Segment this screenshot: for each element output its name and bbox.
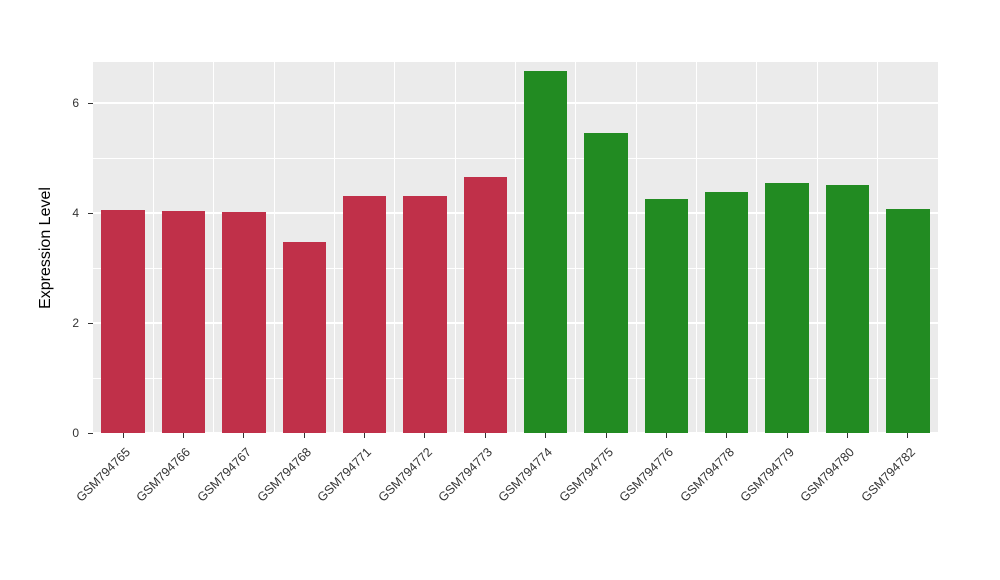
x-tick-mark bbox=[665, 433, 667, 438]
x-tick-label-text: GSM794766 bbox=[133, 445, 194, 505]
gridline-vertical bbox=[273, 62, 275, 433]
gridline-vertical bbox=[635, 62, 637, 433]
bar-GSM794766 bbox=[161, 211, 206, 433]
x-tick-label-text: GSM794773 bbox=[435, 445, 496, 505]
bar-GSM794780 bbox=[825, 184, 870, 433]
y-tick-mark bbox=[88, 212, 93, 214]
x-tick-mark bbox=[545, 433, 547, 438]
x-tick-mark bbox=[364, 433, 366, 438]
x-tick-label-text: GSM794776 bbox=[616, 445, 677, 505]
x-tick-mark bbox=[605, 433, 607, 438]
x-tick-label-text: GSM794775 bbox=[556, 445, 616, 505]
bar-GSM794776 bbox=[644, 199, 689, 433]
bar-GSM794782 bbox=[886, 208, 930, 433]
y-tick-label: 4 bbox=[72, 206, 79, 221]
bar-GSM794773 bbox=[463, 177, 508, 433]
bar-GSM794772 bbox=[403, 195, 447, 433]
gridline-vertical bbox=[575, 62, 577, 433]
gridline-vertical bbox=[454, 62, 456, 433]
y-tick-label: 2 bbox=[72, 316, 79, 331]
gridline-vertical bbox=[394, 62, 396, 433]
bar-GSM794775 bbox=[584, 133, 628, 433]
x-tick-label-text: GSM794782 bbox=[858, 445, 918, 505]
y-tick-mark bbox=[88, 322, 93, 324]
gridline-vertical bbox=[152, 62, 154, 433]
gridline-vertical bbox=[213, 62, 215, 433]
y-tick-mark bbox=[88, 102, 93, 104]
x-axis: GSM794765 GSM794766 GSM794767 GSM794768 GSM7… bbox=[74, 433, 938, 573]
x-tick-label-text: GSM794779 bbox=[737, 445, 797, 505]
x-tick-label-text: GSM794765 bbox=[73, 445, 134, 505]
x-tick-mark bbox=[424, 433, 426, 438]
bar-GSM794768 bbox=[282, 241, 326, 433]
x-tick-mark bbox=[846, 433, 848, 438]
bar-GSM794765 bbox=[101, 210, 145, 433]
x-tick-label-text: GSM794778 bbox=[677, 445, 737, 505]
gridline-vertical bbox=[877, 62, 879, 433]
gridline-vertical bbox=[333, 62, 335, 433]
y-tick-mark bbox=[88, 432, 93, 434]
plot-panel bbox=[93, 62, 938, 433]
x-tick-label-text: GSM794768 bbox=[254, 445, 315, 505]
bar-GSM794778 bbox=[705, 192, 749, 433]
x-tick-mark bbox=[786, 433, 788, 438]
x-tick-mark bbox=[484, 433, 486, 438]
x-tick-label-text: GSM794767 bbox=[194, 445, 254, 505]
bar-GSM794771 bbox=[342, 195, 387, 433]
y-tick-label: 6 bbox=[72, 96, 79, 111]
bar-GSM794779 bbox=[765, 182, 809, 433]
x-tick-mark bbox=[183, 433, 185, 438]
gridline-vertical bbox=[756, 62, 758, 433]
x-tick-mark bbox=[243, 433, 245, 438]
x-tick-label-text: GSM794772 bbox=[375, 445, 435, 505]
x-tick-mark bbox=[907, 433, 909, 438]
gridline-vertical bbox=[696, 62, 698, 433]
x-tick-label-text: GSM794774 bbox=[496, 445, 556, 505]
x-tick-mark bbox=[726, 433, 728, 438]
x-tick-mark bbox=[303, 433, 305, 438]
bar-GSM794774 bbox=[523, 71, 568, 433]
x-tick-label-text: GSM794771 bbox=[314, 445, 375, 505]
gridline-vertical bbox=[816, 62, 818, 433]
x-tick-mark bbox=[122, 433, 124, 438]
y-tick-label: 0 bbox=[72, 426, 79, 440]
x-tick-label-text: GSM794780 bbox=[797, 445, 858, 505]
bar-GSM794767 bbox=[222, 212, 266, 433]
y-axis: 0 2 4 6 bbox=[0, 62, 93, 440]
gridline-vertical bbox=[515, 62, 516, 433]
